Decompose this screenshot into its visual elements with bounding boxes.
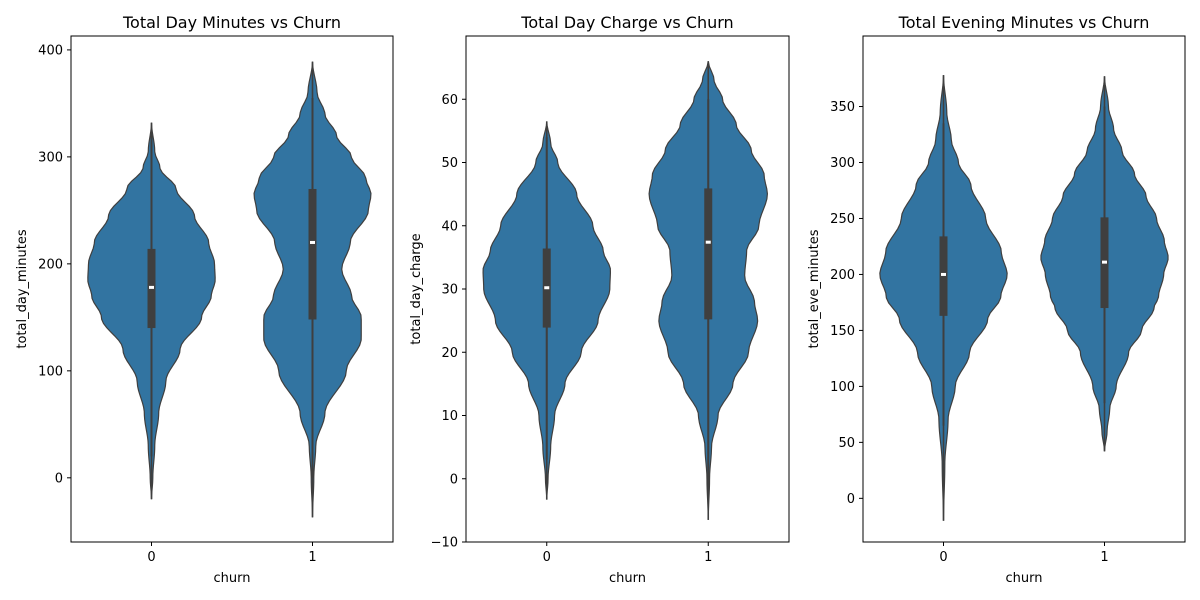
x-tick-label-0-0: 0: [147, 550, 155, 565]
x-tick-label-1-1: 1: [704, 550, 712, 565]
x-axis-label-2: churn: [1006, 571, 1043, 586]
y-tick-label-1-40: 40: [441, 219, 458, 234]
iqr-box-1-1: [704, 188, 713, 320]
x-tick-label-0-1: 1: [308, 550, 316, 565]
y-tick-label-1-10: 10: [441, 409, 458, 424]
chart-title-2: Total Evening Minutes vs Churn: [898, 13, 1150, 32]
y-tick-label-0-400: 400: [38, 43, 63, 58]
y-axis-label-1: total_day_charge: [409, 233, 424, 344]
y-tick-label-2-150: 150: [830, 324, 855, 339]
chart-title-1: Total Day Charge vs Churn: [520, 13, 733, 32]
median-marker-2-0: [941, 272, 946, 276]
y-tick-label-0-0: 0: [55, 471, 63, 486]
iqr-box-0-1: [308, 188, 317, 320]
y-axis-label-2: total_eve_minutes: [807, 229, 822, 348]
axes-frame-2: [862, 35, 1186, 543]
y-tick-label-1-60: 60: [441, 93, 458, 108]
y-tick-label-2-100: 100: [830, 380, 855, 395]
y-tick-label-1-30: 30: [441, 283, 458, 298]
x-axis-label-0: churn: [214, 571, 251, 586]
chart-title-0: Total Day Minutes vs Churn: [122, 13, 341, 32]
axes-frame-0: [70, 35, 394, 543]
x-axis-label-1: churn: [609, 571, 646, 586]
y-tick-label-2-0: 0: [847, 492, 855, 507]
median-marker-2-1: [1102, 260, 1107, 264]
y-tick-label-0-100: 100: [38, 364, 63, 379]
y-tick-label-1-20: 20: [441, 346, 458, 361]
y-tick-label-1-0: 0: [450, 472, 458, 487]
y-axis-label-0: total_day_minutes: [15, 229, 30, 348]
y-tick-label-1--10: −10: [431, 536, 458, 551]
median-marker-1-1: [705, 240, 711, 244]
x-tick-label-2-0: 0: [939, 550, 947, 565]
y-tick-label-0-200: 200: [38, 257, 63, 272]
y-tick-label-1-50: 50: [441, 156, 458, 171]
median-marker-0-0: [149, 285, 154, 289]
x-tick-label-1-0: 0: [543, 550, 551, 565]
iqr-box-2-0: [939, 236, 948, 316]
median-marker-1-0: [544, 286, 550, 290]
y-tick-label-2-250: 250: [830, 212, 855, 227]
y-tick-label-2-350: 350: [830, 100, 855, 115]
x-tick-label-2-1: 1: [1100, 550, 1108, 565]
median-marker-0-1: [310, 240, 315, 244]
y-tick-label-2-300: 300: [830, 156, 855, 171]
y-tick-label-2-50: 50: [838, 436, 855, 451]
y-tick-label-0-300: 300: [38, 150, 63, 165]
y-tick-label-2-200: 200: [830, 268, 855, 283]
